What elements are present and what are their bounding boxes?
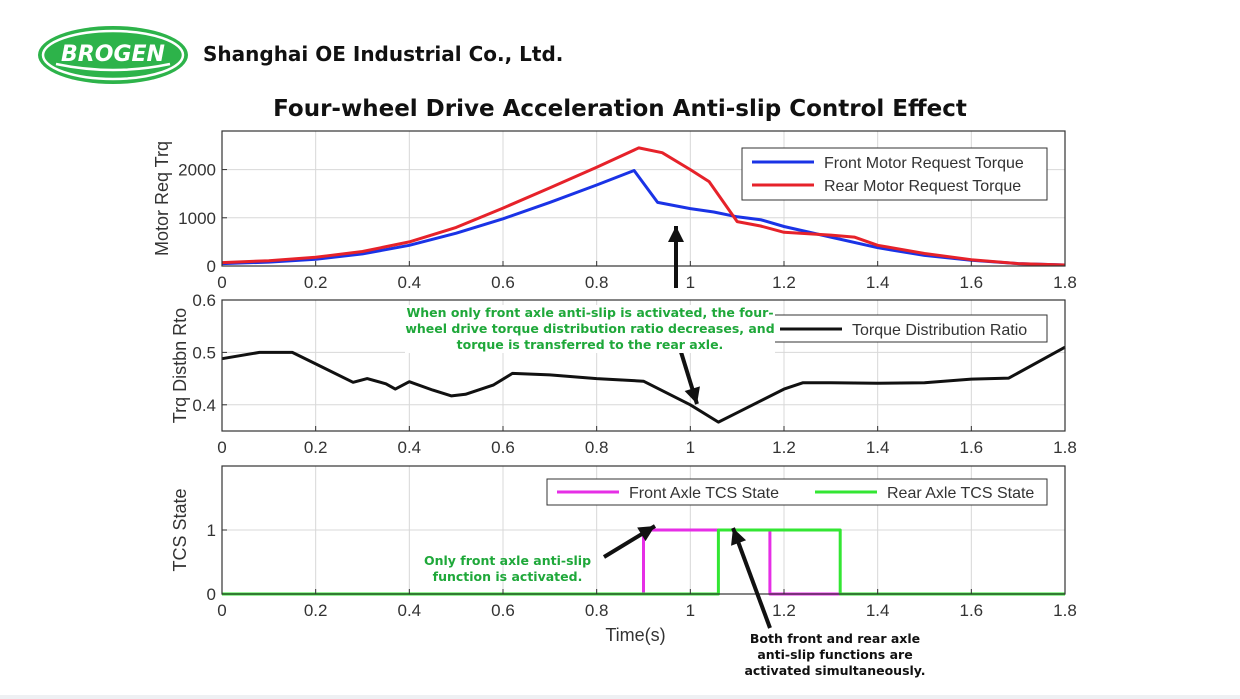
legend-box: [741, 147, 1048, 201]
svg-text:BROGEN: BROGEN: [61, 42, 165, 67]
x-tick-label: 1: [686, 438, 695, 457]
legend-label: Rear Axle TCS State: [887, 485, 1034, 502]
x-tick-label: 0.4: [398, 601, 422, 620]
x-tick-label: 0: [217, 273, 226, 292]
arrow-ratio-dip-head: [684, 386, 700, 404]
annotation-front-only-tcs: Only front axle anti-slip function is ac…: [423, 553, 592, 584]
y-tick-label: 1000: [178, 209, 216, 228]
legend-box: [546, 478, 1048, 506]
axes-frame: [221, 130, 1066, 267]
legend-label: Torque Distribution Ratio: [852, 322, 1027, 339]
x-tick-label: 0.8: [585, 273, 609, 292]
arrow-front-tcs-head: [637, 526, 655, 542]
x-tick-label: 0.2: [304, 438, 328, 457]
chart-3: 0 0.2 0.4 0.6 0.8 1 1.2 1.4 1.6 1.8 0 1 TCS State Tim…: [170, 465, 1077, 645]
company-name: Shanghai OE Industrial Co., Ltd.: [203, 42, 564, 66]
y-tick-label: 1: [207, 521, 216, 540]
x-tick-label: 0.6: [491, 273, 515, 292]
series-line-rear-motor-request-torque: [221, 146, 1066, 267]
bottom-bar: [0, 695, 1240, 699]
page-title: Four-wheel Drive Acceleration Anti-slip …: [273, 96, 967, 122]
x-tick-label: 1.8: [1053, 273, 1077, 292]
x-tick-label: 1.8: [1053, 601, 1077, 620]
y-tick-label: 0.4: [192, 396, 216, 415]
y-tick-label: 0: [207, 585, 216, 604]
x-tick-label: 1.6: [960, 273, 984, 292]
series-line-torque-distribution-ratio: [221, 345, 1066, 424]
y-tick-label: 2000: [178, 161, 216, 180]
x-tick-label: 1: [686, 601, 695, 620]
legend-label: Front Axle TCS State: [629, 485, 779, 502]
x-tick-label: 0.8: [585, 438, 609, 457]
x-tick-label: 1.4: [866, 273, 890, 292]
arrow-both-tcs-head: [731, 528, 747, 546]
x-tick-label: 0.6: [491, 601, 515, 620]
x-tick-label: 0.2: [304, 273, 328, 292]
x-tick-label: 1.6: [960, 601, 984, 620]
y-axis-label: Trq Distbn Rto: [170, 308, 190, 423]
arrow-torque-drop-head: [668, 226, 684, 242]
x-tick-label: 0.4: [398, 438, 422, 457]
chart-1: 0 0.2 0.4 0.6 0.8 1 1.2 1.4 1.6 1.8 0 1000 2000 Motor…: [152, 130, 1077, 292]
series-line-front-motor-request-torque: [221, 169, 1066, 267]
axes-frame: [221, 299, 1066, 432]
x-tick-label: 1.4: [866, 438, 890, 457]
legend-label: Front Motor Request Torque: [824, 155, 1024, 172]
x-tick-label: 1.6: [960, 438, 984, 457]
x-tick-label: 1: [686, 273, 695, 292]
y-tick-label: 0: [207, 257, 216, 276]
y-axis-label: Motor Req Trq: [152, 141, 172, 256]
x-tick-label: 1.4: [866, 601, 890, 620]
x-tick-label: 1.8: [1053, 438, 1077, 457]
x-tick-label: 0: [217, 438, 226, 457]
y-tick-label: 0.5: [192, 343, 216, 362]
x-tick-label: 1.2: [772, 601, 796, 620]
y-axis-label: TCS State: [170, 488, 190, 571]
x-tick-label: 0: [217, 601, 226, 620]
x-tick-label: 0.6: [491, 438, 515, 457]
legend-label: Rear Motor Request Torque: [824, 178, 1021, 195]
x-axis-label: Time(s): [605, 625, 665, 645]
x-tick-label: 1.2: [772, 438, 796, 457]
annotation-front-only-ratio: When only front axle anti-slip is activa…: [405, 305, 775, 353]
x-tick-label: 0.2: [304, 601, 328, 620]
arrow-both-tcs: [731, 527, 772, 629]
x-tick-label: 0.4: [398, 273, 422, 292]
header: BROGEN Shanghai OE Industrial Co., Ltd.: [0, 0, 1240, 90]
y-tick-label: 0.6: [192, 291, 216, 310]
annotation-both-tcs: Both front and rear axle anti-slip funct…: [744, 631, 926, 678]
x-tick-label: 0.8: [585, 601, 609, 620]
x-tick-label: 1.2: [772, 273, 796, 292]
brogen-logo: BROGEN: [38, 26, 188, 84]
